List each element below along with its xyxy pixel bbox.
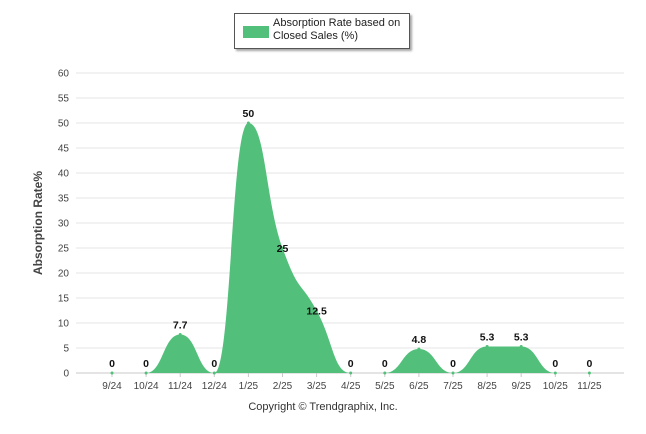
x-tick-label: 2/25 (273, 381, 293, 392)
x-tick-label: 11/25 (577, 381, 602, 392)
y-tick-label: 60 (58, 69, 70, 80)
data-label: 0 (382, 358, 388, 370)
data-label: 5.3 (514, 332, 529, 344)
y-tick-label: 0 (63, 369, 69, 380)
data-point (485, 345, 489, 348)
x-tick-label: 1/25 (239, 381, 259, 392)
y-tick-label: 25 (58, 244, 70, 255)
y-axis-title: Absorption Rate% (31, 171, 45, 275)
data-point (519, 345, 523, 348)
data-label: 0 (211, 358, 217, 370)
x-tick-label: 12/24 (202, 381, 227, 392)
y-tick-label: 10 (58, 319, 70, 330)
data-point (110, 371, 114, 375)
data-label: 0 (348, 358, 354, 370)
x-tick-label: 10/25 (543, 381, 568, 392)
x-tick-label: 6/25 (409, 381, 429, 392)
copyright-footer: Copyright © Trendgraphix, Inc. (248, 401, 398, 413)
chart-legend: Absorption Rate based on Closed Sales (%… (234, 13, 410, 49)
data-label: 0 (450, 358, 456, 370)
y-tick-label: 55 (58, 94, 70, 105)
y-tick-label: 5 (63, 344, 69, 355)
x-tick-label: 9/25 (511, 381, 531, 392)
data-label: 5.3 (480, 332, 495, 344)
x-tick-label: 9/24 (102, 381, 122, 392)
series-area (112, 123, 590, 373)
x-tick-label: 10/24 (134, 381, 159, 392)
x-tick-label: 7/25 (443, 381, 463, 392)
x-tick-label: 4/25 (341, 381, 361, 392)
data-point (178, 333, 182, 336)
data-label: 4.8 (412, 334, 427, 346)
y-tick-label: 40 (58, 169, 70, 180)
legend-label: Absorption Rate based on Closed Sales (%… (273, 17, 401, 42)
data-label: 0 (109, 358, 115, 370)
x-tick-label: 11/24 (168, 381, 193, 392)
y-tick-label: 20 (58, 269, 70, 280)
data-point (144, 371, 148, 375)
data-label: 7.7 (173, 320, 188, 332)
data-point (212, 371, 216, 375)
data-point (281, 246, 284, 250)
data-label: 50 (243, 108, 255, 120)
data-point (315, 309, 319, 312)
x-tick-label: 8/25 (477, 381, 497, 392)
data-point (349, 371, 353, 375)
y-tick-label: 50 (58, 119, 70, 130)
legend-swatch (243, 26, 269, 38)
data-label: 0 (586, 358, 592, 370)
data-point (246, 121, 250, 125)
data-point (587, 371, 591, 375)
y-tick-label: 15 (58, 294, 70, 305)
data-label: 0 (143, 358, 149, 370)
data-point (417, 347, 421, 351)
data-label: 0 (552, 358, 558, 370)
x-tick-label: 5/25 (375, 381, 395, 392)
data-point (451, 371, 455, 375)
data-point (383, 371, 387, 375)
data-label: 25 (277, 243, 289, 255)
data-label: 12.5 (306, 306, 327, 318)
data-point (553, 371, 557, 375)
x-tick-label: 3/25 (307, 381, 327, 392)
y-tick-label: 45 (58, 144, 70, 155)
y-tick-label: 30 (58, 219, 70, 230)
y-tick-label: 35 (58, 194, 70, 205)
